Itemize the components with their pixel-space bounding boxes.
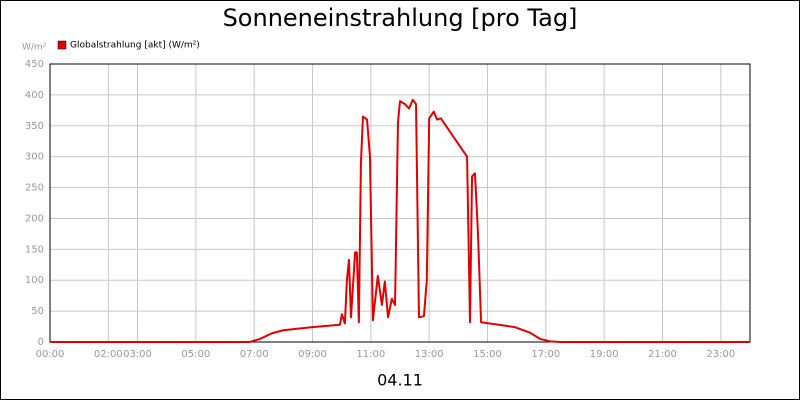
x-tick-label: 13:00 (415, 349, 444, 360)
y-tick-label: 350 (25, 121, 44, 132)
x-tick-label: 03:00 (123, 349, 152, 360)
x-tick-label: 00:00 (36, 349, 65, 360)
x-tick-label: 15:00 (473, 349, 502, 360)
plot-border (49, 63, 751, 343)
x-tick-label: 05:00 (181, 349, 210, 360)
y-tick-label: 200 (25, 213, 44, 224)
x-tick-label: 19:00 (590, 349, 619, 360)
x-tick-label: 11:00 (356, 349, 385, 360)
y-tick-label: 150 (25, 244, 44, 255)
y-tick-label: 450 (25, 59, 44, 70)
data-line (50, 98, 750, 343)
x-tick-label: 21:00 (648, 349, 677, 360)
x-tick-label: 02:00 (94, 349, 123, 360)
x-axis-label: 04.11 (377, 371, 423, 390)
x-tick-label: 09:00 (298, 349, 327, 360)
x-tick-label: 07:00 (240, 349, 269, 360)
y-axis-label: W/m² (22, 43, 47, 53)
y-tick-label: 0 (38, 337, 44, 348)
y-tick-label: 400 (25, 90, 44, 101)
legend-label: Globalstrahlung [akt] (W/m²) (70, 41, 200, 51)
legend-swatch (57, 40, 67, 50)
y-tick-label: 50 (31, 306, 44, 317)
chart-title: Sonneneinstrahlung [pro Tag] (223, 4, 578, 32)
y-tick-label: 300 (25, 152, 44, 163)
x-tick-label: 23:00 (706, 349, 735, 360)
y-tick-label: 100 (25, 275, 44, 286)
y-tick-label: 250 (25, 183, 44, 194)
x-tick-label: 17:00 (531, 349, 560, 360)
